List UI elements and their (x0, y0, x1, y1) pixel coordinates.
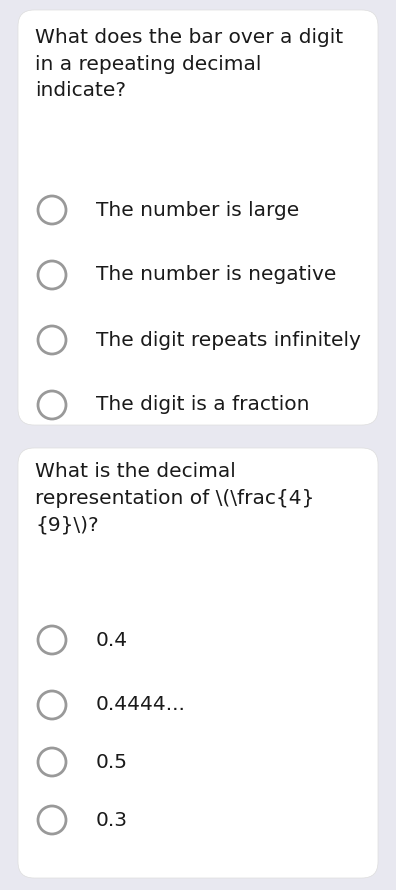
FancyBboxPatch shape (18, 10, 378, 425)
Text: 0.4444...: 0.4444... (96, 695, 186, 715)
Text: What does the bar over a digit
in a repeating decimal
indicate?: What does the bar over a digit in a repe… (35, 28, 343, 100)
Text: What is the decimal
representation of \(\frac{4}
{9}\)?: What is the decimal representation of \(… (35, 462, 314, 534)
Text: The number is large: The number is large (96, 200, 299, 220)
Circle shape (38, 261, 66, 289)
Text: 0.4: 0.4 (96, 630, 128, 650)
Text: The digit is a fraction: The digit is a fraction (96, 395, 310, 415)
Circle shape (38, 806, 66, 834)
Circle shape (38, 626, 66, 654)
Circle shape (38, 691, 66, 719)
Text: The digit repeats infinitely: The digit repeats infinitely (96, 330, 361, 350)
Circle shape (38, 196, 66, 224)
Circle shape (38, 391, 66, 419)
Circle shape (38, 326, 66, 354)
FancyBboxPatch shape (18, 448, 378, 878)
Circle shape (38, 748, 66, 776)
Text: 0.5: 0.5 (96, 753, 128, 772)
Text: 0.3: 0.3 (96, 811, 128, 829)
Text: The number is negative: The number is negative (96, 265, 336, 285)
